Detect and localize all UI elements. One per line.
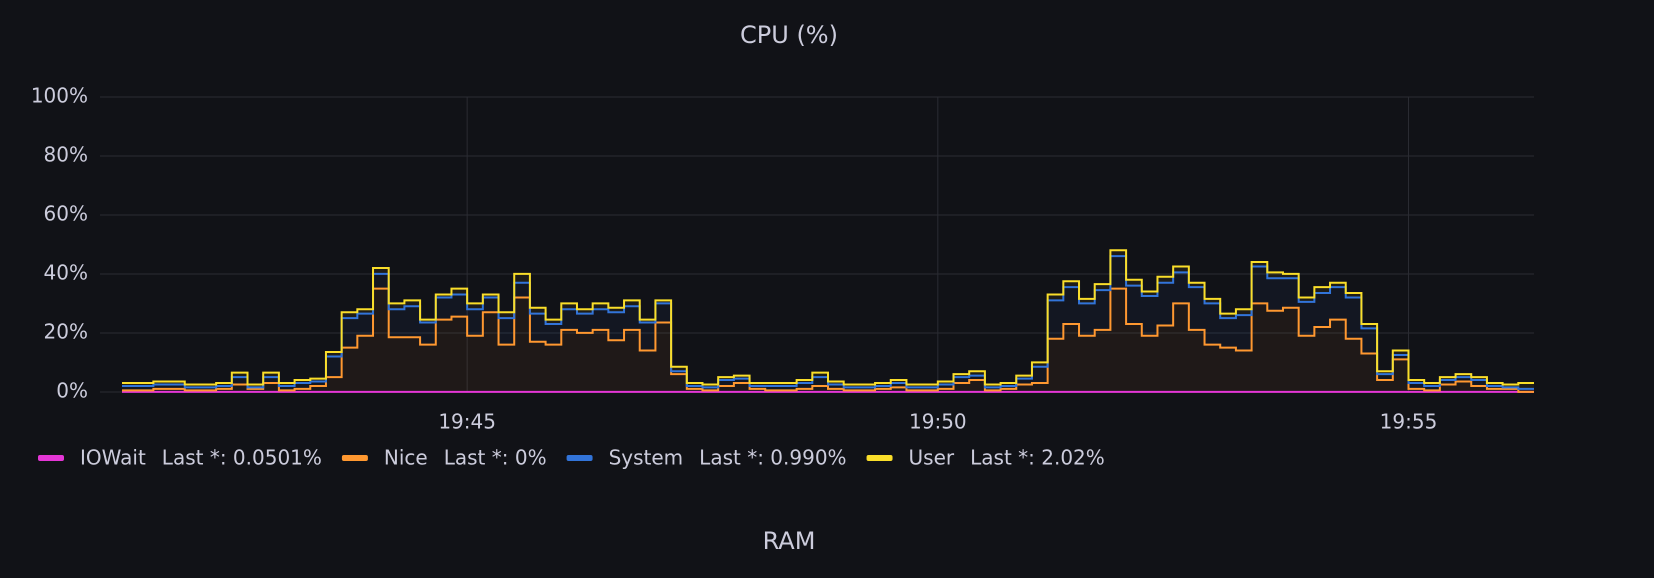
legend-swatch (341, 455, 368, 461)
legend-stat: Last *: 2.02% (970, 446, 1105, 470)
legend-swatch (566, 455, 593, 461)
legend-name: IOWait (80, 446, 146, 470)
x-tick-label: 19:55 (1380, 410, 1438, 434)
y-tick-label: 80% (44, 143, 88, 167)
next-panel-title: RAM (763, 527, 816, 555)
legend-name: User (909, 446, 955, 470)
y-tick-label: 60% (44, 202, 88, 226)
series-area (122, 256, 1534, 392)
legend-swatch (866, 455, 893, 461)
series-line (122, 249, 1534, 386)
legend-name: Nice (384, 446, 428, 470)
y-tick-label: 100% (31, 84, 88, 108)
y-tick-label: 0% (56, 379, 88, 403)
legend-name: System (609, 446, 684, 470)
x-tick-label: 19:50 (909, 410, 967, 434)
legend-stat: Last *: 0.990% (699, 446, 846, 470)
series-area (122, 288, 1534, 392)
x-tick-label: 19:45 (438, 410, 496, 434)
legend-stat: Last *: 0% (444, 446, 547, 470)
legend-stat: Last *: 0.0501% (162, 446, 322, 470)
panel-title: CPU (%) (740, 21, 838, 49)
y-tick-label: 40% (44, 261, 88, 285)
legend-swatch (38, 455, 64, 461)
y-tick-label: 20% (44, 320, 88, 344)
